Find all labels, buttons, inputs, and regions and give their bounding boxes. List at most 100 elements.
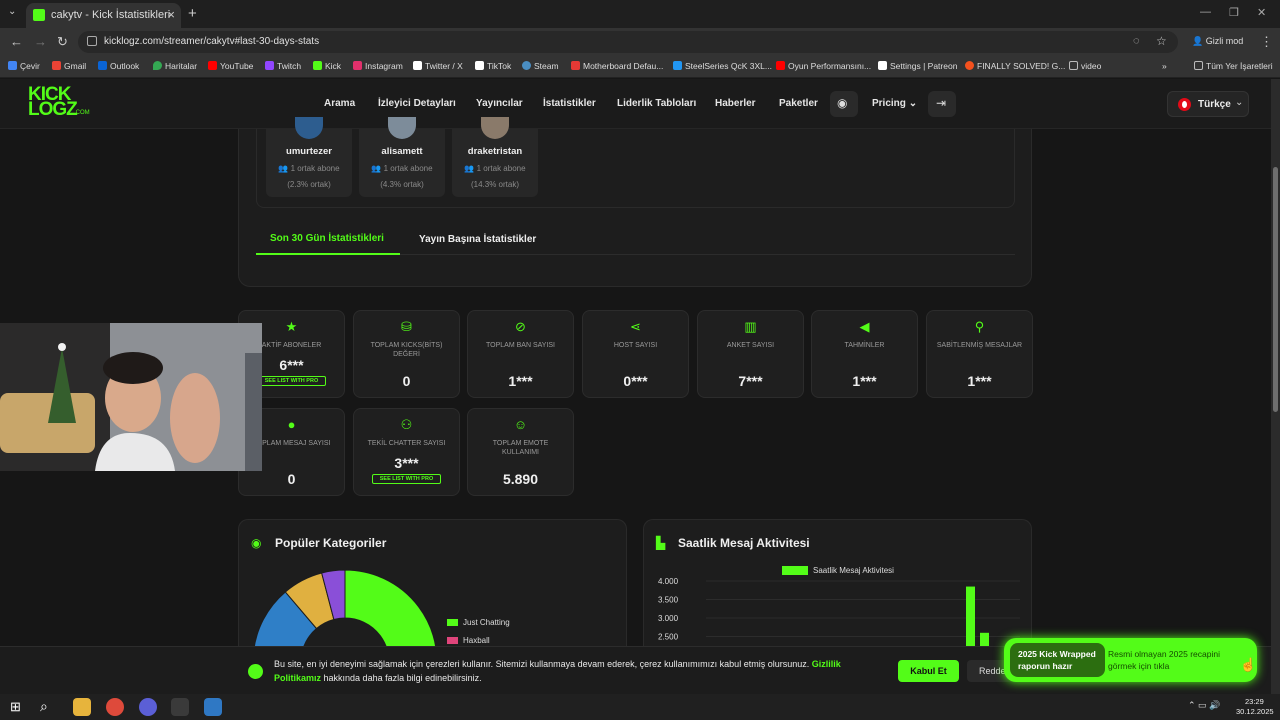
accept-cookies-button[interactable]: Kabul Et bbox=[898, 660, 959, 682]
incognito-indicator[interactable]: 👤 Gizli mod bbox=[1192, 36, 1243, 47]
bookmark-item[interactable]: Haritalar bbox=[153, 61, 197, 71]
close-tab-icon[interactable]: × bbox=[167, 7, 175, 22]
new-tab-icon[interactable]: + bbox=[188, 5, 197, 22]
bookmark-item[interactable]: Outlook bbox=[98, 61, 139, 71]
tab-label: Son 30 Gün İstatistikleri bbox=[270, 233, 384, 244]
activity-bar[interactable] bbox=[966, 586, 975, 650]
restore-icon[interactable]: ❐ bbox=[1229, 7, 1239, 19]
eye-off-icon[interactable]: ◌ bbox=[1133, 35, 1140, 47]
tab-title: cakytv - Kick İstatistikleri bbox=[51, 9, 171, 21]
bookmark-item[interactable]: Settings | Patreon bbox=[878, 61, 957, 71]
nav-packages[interactable]: Paketler bbox=[779, 98, 818, 109]
kick-wrapped-toast[interactable]: 2025 Kick Wrapped raporun hazır Resmi ol… bbox=[1004, 638, 1257, 682]
discord-button[interactable]: ◉ bbox=[830, 91, 858, 117]
nav-statistics[interactable]: İstatistikler bbox=[543, 98, 596, 109]
pie-slice[interactable] bbox=[295, 569, 437, 650]
shared-sub-card[interactable]: umurtezer 👥 1 ortak abone (2.3% ortak) bbox=[266, 117, 352, 197]
stat-card-bans: ⊘ TOPLAM BAN SAYISI 1*** bbox=[467, 310, 574, 398]
tab-per-stream[interactable]: Yayın Başına İstatistikler bbox=[419, 234, 537, 245]
bookmark-item[interactable]: Instagram bbox=[353, 61, 403, 71]
address-bar[interactable]: kicklogz.com/streamer/cakytv#last-30-day… bbox=[78, 31, 1178, 53]
app-icon[interactable] bbox=[204, 698, 222, 716]
bookmark-star-icon[interactable]: ☆ bbox=[1156, 34, 1167, 48]
close-window-icon[interactable]: ✕ bbox=[1257, 7, 1267, 19]
bookmark-item[interactable]: Gmail bbox=[52, 61, 86, 71]
browser-tab[interactable]: cakytv - Kick İstatistikleri × bbox=[26, 3, 181, 28]
bookmark-item[interactable]: Twitch bbox=[265, 61, 301, 71]
kicklogz-logo[interactable]: KICK LOGZ .COM bbox=[28, 85, 90, 120]
wrapped-title: 2025 Kick Wrapped bbox=[1018, 649, 1096, 659]
bookmark-label: YouTube bbox=[220, 61, 254, 71]
shared-sub-card[interactable]: alisamett 👥 1 ortak abone (4.3% ortak) bbox=[359, 117, 445, 197]
categories-donut-chart[interactable] bbox=[239, 540, 628, 650]
minimize-icon[interactable]: — bbox=[1200, 6, 1211, 18]
see-list-pro-button[interactable]: SEE LIST WITH PRO bbox=[257, 376, 326, 386]
bookmark-item[interactable]: SteelSeries QcK 3XL... bbox=[673, 61, 772, 71]
site-header: KICK LOGZ .COM Arama İzleyici Detayları … bbox=[0, 79, 1271, 129]
bookmark-item[interactable]: Çevir bbox=[8, 61, 40, 71]
folder-icon bbox=[1069, 61, 1078, 70]
forward-icon[interactable]: → bbox=[34, 34, 47, 49]
pie-slice[interactable] bbox=[321, 569, 346, 621]
bookmark-label: Çevir bbox=[20, 61, 40, 71]
stat-value: 6*** bbox=[279, 357, 304, 373]
nav-search[interactable]: Arama bbox=[324, 98, 356, 109]
obs-icon[interactable] bbox=[171, 698, 189, 716]
windows-start-icon[interactable]: ⊞ bbox=[10, 699, 21, 714]
nav-streamers[interactable]: Yayıncılar bbox=[476, 98, 523, 109]
hourly-activity-chart[interactable]: 4.000 3.500 3.000 2.500 bbox=[644, 570, 1033, 650]
reload-icon[interactable]: ↻ bbox=[57, 34, 68, 49]
discord-app-icon[interactable] bbox=[139, 698, 157, 716]
wrapped-subtitle: raporun hazır bbox=[1018, 661, 1073, 671]
back-icon[interactable]: ← bbox=[10, 34, 23, 49]
nav-leaderboards[interactable]: Liderlik Tabloları bbox=[617, 98, 697, 109]
shared-sub-card[interactable]: draketristan 👥 1 ortak abone (14.3% orta… bbox=[452, 117, 538, 197]
page-scrollbar[interactable] bbox=[1271, 79, 1280, 694]
cookie-text-line1: Bu site, en iyi deneyimi sağlamak için ç… bbox=[274, 659, 841, 669]
privacy-link[interactable]: Gizlilik bbox=[811, 659, 841, 669]
bookmark-item[interactable]: TikTok bbox=[475, 61, 511, 71]
stat-card-hosts: ⋖ HOST SAYISI 0*** bbox=[582, 310, 689, 398]
more-bookmarks-icon[interactable]: » bbox=[1162, 61, 1167, 71]
see-list-pro-button[interactable]: SEE LIST WITH PRO bbox=[372, 474, 441, 484]
y-tick-label: 3.000 bbox=[658, 614, 679, 623]
stat-label: SABİTLENMİŞ MESAJLAR bbox=[936, 342, 1023, 349]
privacy-link[interactable]: Politikamız bbox=[274, 673, 322, 683]
tab-search-icon[interactable]: ⌄ bbox=[8, 6, 17, 17]
site-info-icon[interactable] bbox=[87, 36, 97, 46]
incognito-label: Gizli mod bbox=[1205, 36, 1244, 46]
youtube-icon bbox=[208, 61, 217, 70]
bookmark-item[interactable]: Motherboard Defau... bbox=[571, 61, 663, 71]
stat-card-kicks: ⛁ TOPLAM KICKS(BİTS) DEĞERİ 0 bbox=[353, 310, 460, 398]
bookmark-item[interactable]: Twitter / X bbox=[413, 61, 463, 71]
system-tray-icons[interactable]: ⌃ ▭ 🔊 bbox=[1188, 700, 1221, 710]
tab-last-30-days[interactable]: Son 30 Gün İstatistikleri bbox=[256, 223, 400, 255]
scrollbar-thumb[interactable] bbox=[1273, 167, 1278, 412]
bookmark-item[interactable]: Kick bbox=[313, 61, 341, 71]
shared-sub-percent: (4.3% ortak) bbox=[380, 180, 424, 189]
bookmark-item[interactable]: YouTube bbox=[208, 61, 253, 71]
bookmark-item[interactable]: Steam bbox=[522, 61, 559, 71]
language-label: Türkçe bbox=[1198, 99, 1231, 110]
stat-value: 3*** bbox=[394, 455, 419, 471]
bookmark-item[interactable]: Oyun Performansını... bbox=[776, 61, 871, 71]
language-selector[interactable]: Türkçe ⌄ bbox=[1167, 91, 1249, 117]
cookie-icon bbox=[248, 664, 263, 679]
poll-icon: ▥ bbox=[744, 319, 757, 334]
bookmark-item[interactable]: FINALLY SOLVED! G... bbox=[965, 61, 1065, 71]
search-icon[interactable]: ⌕ bbox=[40, 698, 48, 714]
legend-label: Just Chatting bbox=[463, 618, 510, 627]
menu-icon[interactable]: ⋮ bbox=[1260, 34, 1273, 49]
file-explorer-icon[interactable] bbox=[73, 698, 91, 716]
nav-news[interactable]: Haberler bbox=[715, 98, 756, 109]
login-button[interactable]: ⇥ bbox=[928, 91, 956, 117]
shared-sub-name: umurtezer bbox=[286, 146, 332, 157]
chrome-icon[interactable] bbox=[106, 698, 124, 716]
bookmark-label: SteelSeries QcK 3XL... bbox=[685, 61, 772, 71]
nav-pricing[interactable]: Pricing ⌄ bbox=[872, 98, 917, 109]
activity-bar[interactable] bbox=[980, 632, 989, 650]
nav-viewer-details[interactable]: İzleyici Detayları bbox=[378, 98, 456, 109]
all-bookmarks[interactable]: Tüm Yer İşaretleri bbox=[1194, 61, 1273, 71]
taskbar-date: 30.12.2025 bbox=[1236, 707, 1274, 716]
bookmark-folder[interactable]: video bbox=[1069, 61, 1101, 71]
